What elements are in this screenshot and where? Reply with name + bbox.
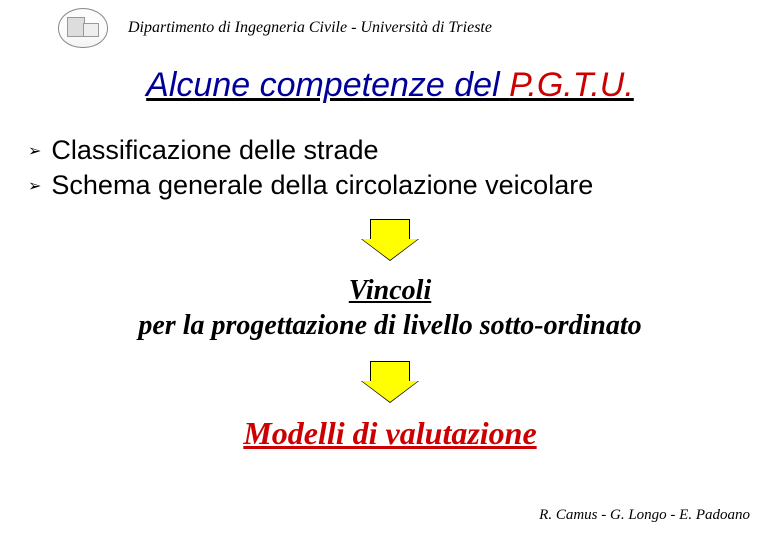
- bullet-marker-icon: ➢: [28, 176, 41, 196]
- footer-authors: R. Camus - G. Longo - E. Padoano: [539, 507, 750, 524]
- modelli-block: Modelli di valutazione: [0, 415, 780, 452]
- list-item: ➢ Schema generale della circolazione vei…: [28, 170, 760, 201]
- arrow-down-2: [0, 361, 780, 403]
- slide-title: Alcune competenze del P.G.T.U.: [0, 66, 780, 105]
- title-prefix: Alcune competenze del: [146, 66, 509, 104]
- vincoli-line2: per la progettazione di livello sotto-or…: [138, 310, 641, 341]
- list-item: ➢ Classificazione delle strade: [28, 135, 760, 166]
- vincoli-block: Vincoli per la progettazione di livello …: [0, 273, 780, 343]
- bullet-text: Schema generale della circolazione veico…: [51, 170, 593, 201]
- bullet-list: ➢ Classificazione delle strade ➢ Schema …: [0, 135, 780, 201]
- university-logo: [58, 8, 108, 48]
- vincoli-word: Vincoli: [349, 275, 431, 306]
- bullet-marker-icon: ➢: [28, 141, 41, 161]
- arrow-down-icon: [361, 219, 419, 261]
- arrow-down-1: [0, 219, 780, 261]
- department-text: Dipartimento di Ingegneria Civile - Univ…: [128, 19, 492, 37]
- title-highlight: P.G.T.U.: [509, 66, 634, 104]
- header: Dipartimento di Ingegneria Civile - Univ…: [0, 0, 780, 52]
- bullet-text: Classificazione delle strade: [51, 135, 378, 166]
- arrow-down-icon: [361, 361, 419, 403]
